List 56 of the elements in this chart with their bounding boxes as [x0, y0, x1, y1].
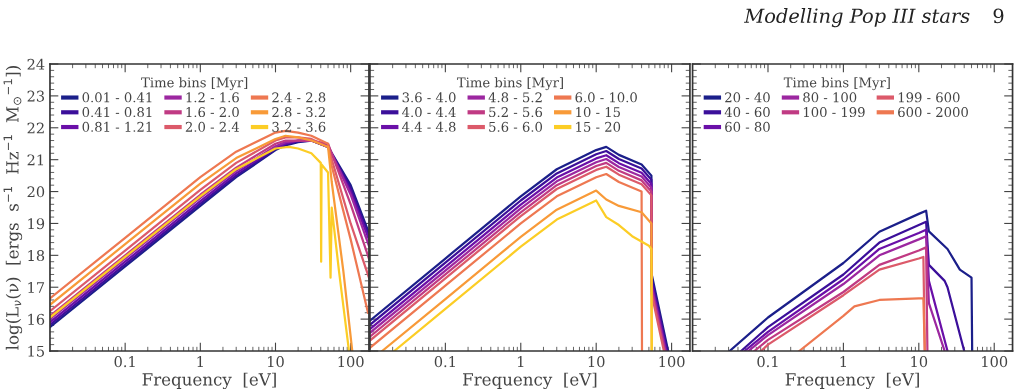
y-tick-label: 19	[28, 218, 45, 230]
x-tick-label: 1	[517, 356, 524, 367]
legend-label: 5.2 - 5.6	[489, 107, 543, 118]
y-tick-label: 17	[28, 281, 45, 293]
legend-label: 2.8 - 3.2	[272, 107, 325, 118]
x-tick-label: 100	[982, 356, 1008, 368]
x-tick-label: 0.1	[757, 356, 778, 368]
legend-label: 20 - 40	[725, 92, 770, 103]
legend-label: 4.4 - 4.8	[402, 121, 456, 132]
legend-title: Time bins [Myr]	[141, 77, 248, 91]
text: 9	[993, 8, 1004, 24]
y-tick-label: 15	[28, 345, 44, 357]
legend-label: 1.2 - 1.6	[186, 92, 239, 103]
x-tick-label: 1	[197, 356, 203, 367]
legend-label: 0.41 - 0.81	[82, 107, 152, 118]
y-tick-label: 23	[27, 90, 45, 102]
legend-label: 3.2 - 3.6	[272, 121, 326, 132]
legend-label: 199 - 600	[898, 92, 960, 103]
x-tick-label: 0.1	[434, 356, 455, 368]
x-tick-label: 100	[338, 356, 364, 368]
x-tick-label: 10	[588, 356, 605, 368]
x-tick-label: 10	[267, 356, 284, 368]
legend-label: 80 - 100	[803, 92, 857, 103]
legend-label: 10 - 15	[576, 107, 620, 118]
x-axis-title: Frequency [eV]	[142, 372, 276, 390]
legend-label: 1.6 - 2.0	[186, 107, 239, 118]
legend-label: 5.6 - 6.0	[489, 121, 543, 132]
legend-label: 15 - 20	[576, 121, 621, 132]
legend-label: 40 - 60	[724, 107, 770, 118]
y-tick-label: 24	[27, 58, 45, 70]
legend-label: 60 - 80	[725, 121, 770, 132]
x-tick-label: 10	[911, 356, 928, 368]
x-axis-title: Frequency [eV]	[785, 372, 919, 390]
legend-label: 3.6 - 4.0	[402, 92, 456, 103]
x-tick-label: 0.1	[114, 356, 135, 368]
legend-label: 4.8 - 5.2	[488, 92, 542, 103]
legend-label: 2.4 - 2.8	[272, 92, 326, 103]
legend-title: Time bins [Myr]	[783, 77, 890, 91]
y-tick-label: 22	[27, 122, 44, 134]
legend-label: 100 - 199	[803, 107, 865, 118]
x-tick-label: 1	[840, 356, 846, 367]
legend-label: 6.0 - 10.0	[575, 92, 637, 103]
x-axis-title: Frequency [eV]	[463, 372, 597, 390]
x-tick-label: 100	[659, 356, 685, 368]
text: log(L$_{ν}$(ν) [ergs s$^{−1}$ Hz$^{−1}$ M$_{⊙}$$^{−1}$])	[3, 66, 23, 350]
legend-label: 0.01 - 0.41	[82, 92, 152, 103]
text: Modelling Pop III stars	[744, 8, 970, 28]
legend-label: 600 - 2000	[898, 107, 968, 118]
y-tick-label: 21	[27, 154, 44, 166]
legend-label: 0.81 - 1.21	[82, 121, 152, 132]
y-tick-label: 18	[28, 250, 45, 262]
legend-label: 2.0 - 2.4	[185, 121, 240, 132]
legend-title: Time bins [Myr]	[456, 77, 563, 91]
y-tick-label: 16	[28, 313, 45, 325]
y-tick-label: 20	[27, 186, 45, 198]
legend-label: 4.0 - 4.4	[402, 107, 456, 118]
